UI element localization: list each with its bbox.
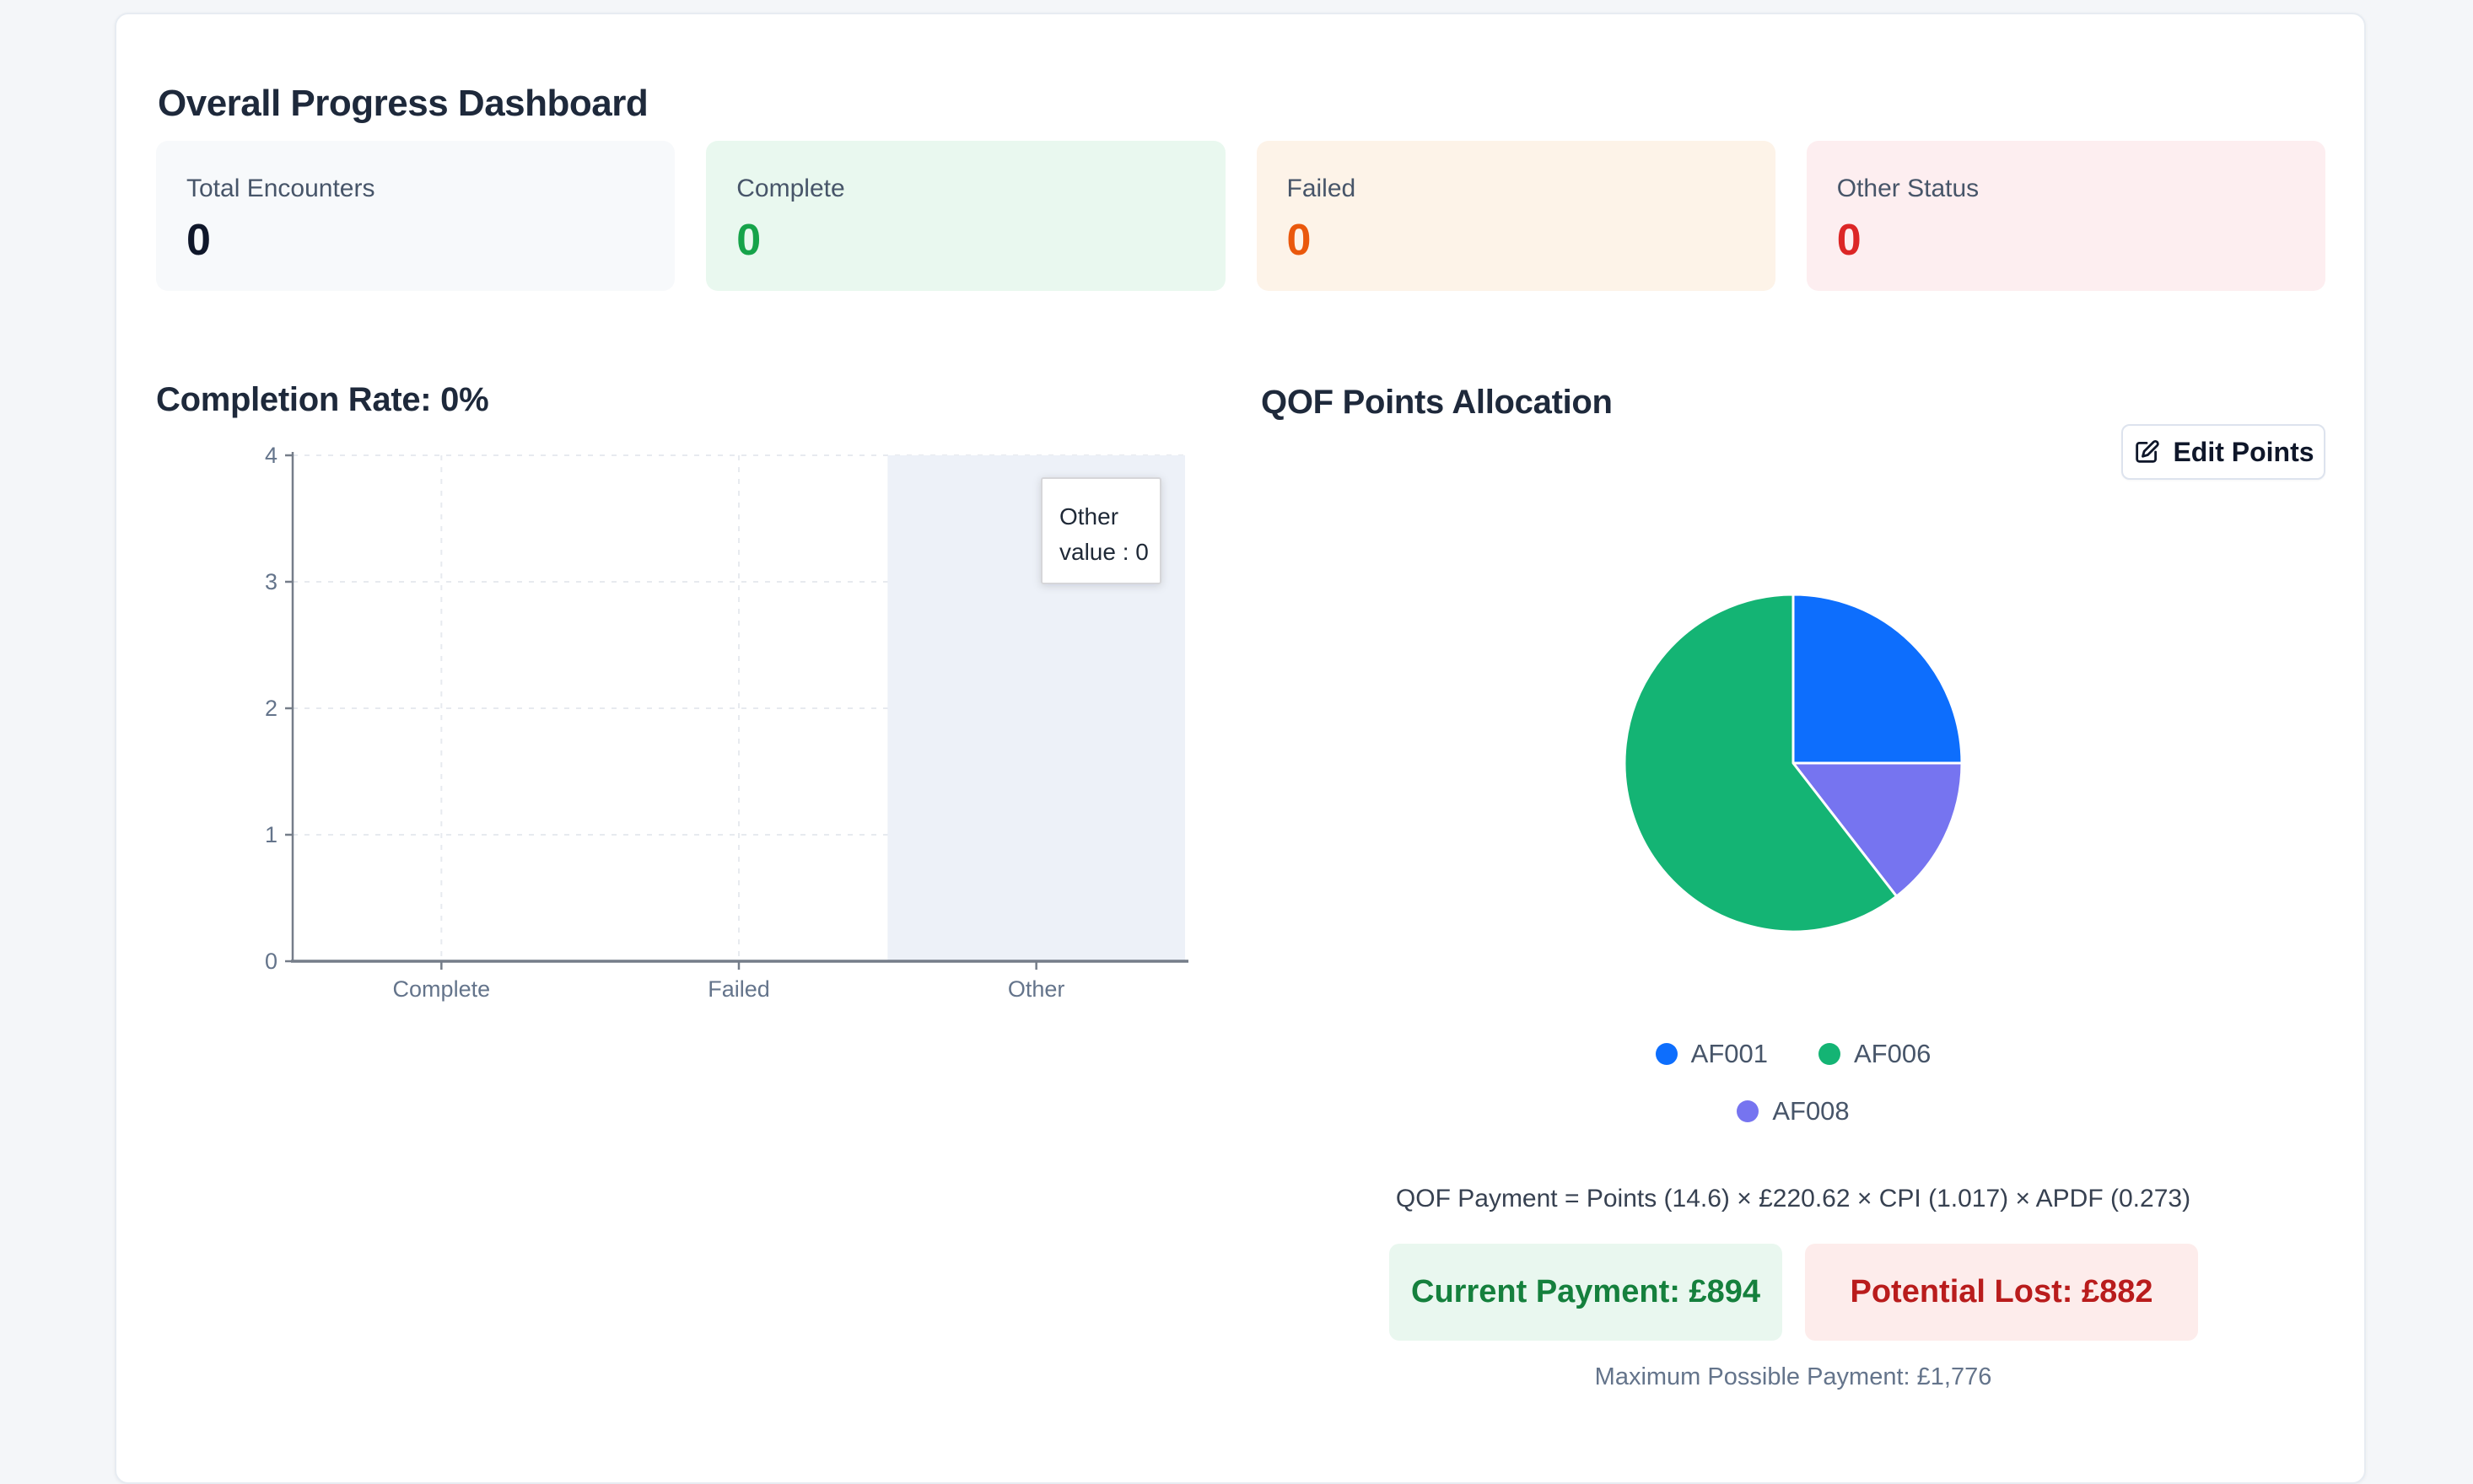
pie-legend: AF001 AF006 AF008 [1498,1039,2088,1126]
stat-card-failed: Failed 0 [1256,141,1775,291]
pie-slice-AF001 [1791,593,1964,765]
stat-value: 0 [736,216,762,265]
svg-text:4: 4 [265,443,277,468]
qof-points-heading: QOF Points Allocation [1261,384,1613,422]
stat-value: 0 [1286,216,1312,265]
legend-dot [1655,1043,1678,1065]
max-payment-text: Maximum Possible Payment: £1,776 [1594,1363,1992,1390]
qof-formula: QOF Payment = Points (14.6) × £220.62 × … [1395,1185,2191,1212]
stat-card-complete: Complete 0 [706,141,1226,291]
legend-item-AF001[interactable]: AF001 [1655,1039,1768,1069]
legend-label: AF008 [1772,1096,1850,1126]
svg-text:1: 1 [265,822,277,847]
svg-text:Failed: Failed [708,976,770,1002]
legend-dot [1737,1100,1759,1122]
stat-card-other-status: Other Status 0 [1806,141,2325,291]
legend-item-AF008[interactable]: AF008 [1737,1096,1850,1126]
legend-dot [1818,1043,1840,1065]
legend-label: AF006 [1854,1039,1932,1068]
svg-text:Complete: Complete [393,976,491,1002]
completion-rate-heading: Completion Rate: 0% [156,381,489,419]
svg-text:3: 3 [265,569,277,594]
completion-bar-chart[interactable]: 0 1 2 3 4 Complete Failed Other Other value : 0 [238,440,1233,1030]
stat-label: Complete [736,175,845,202]
svg-text:Other: Other [1059,503,1118,530]
current-payment-box: Current Payment: £894 [1389,1244,1782,1341]
svg-text:Other: Other [1008,976,1065,1002]
stat-value: 0 [1836,216,1861,265]
page-title: Overall Progress Dashboard [158,83,649,125]
stat-card-total-encounters: Total Encounters 0 [156,141,676,291]
pie-slice-AF006 [1623,593,1899,933]
pie-slice-AF008 [1791,761,1964,898]
edit-icon [2136,439,2160,463]
edit-points-label: Edit Points [2173,436,2314,467]
legend-label: AF001 [1690,1039,1768,1068]
svg-text:value : 0: value : 0 [1059,539,1149,565]
svg-text:0: 0 [265,949,277,974]
potential-lost-box: Potential Lost: £882 [1805,1244,2198,1341]
bar-chart-axes [285,452,1188,970]
pie-slices [1623,593,1964,933]
svg-text:2: 2 [265,696,277,721]
qof-pie-chart[interactable] [1616,586,1970,940]
stats-row: Total Encounters 0 Complete 0 Failed 0 O… [156,141,2325,291]
payment-row: Current Payment: £894 Potential Lost: £8… [1389,1244,2198,1341]
stat-label: Failed [1286,175,1356,202]
dashboard-card: Overall Progress Dashboard Total Encount… [115,13,2366,1484]
stat-label: Other Status [1836,175,1980,202]
stat-label: Total Encounters [186,175,375,202]
edit-points-button[interactable]: Edit Points [2121,424,2325,480]
stat-value: 0 [186,216,211,265]
bar-chart-tooltip: Other value : 0 [1041,477,1161,584]
legend-item-AF006[interactable]: AF006 [1818,1039,1931,1069]
bar-chart-labels: 0 1 2 3 4 Complete Failed Other [265,443,1064,1002]
